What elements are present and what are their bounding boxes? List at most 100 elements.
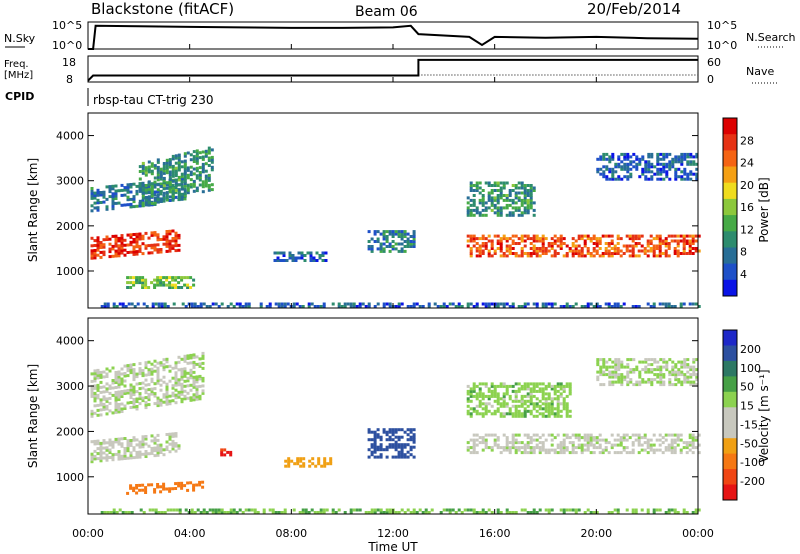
heatmap-cell	[268, 305, 272, 308]
heatmap-cell	[556, 394, 560, 398]
heatmap-cell	[496, 438, 500, 442]
heatmap-cell	[138, 247, 142, 251]
heatmap-cell	[186, 376, 190, 380]
heatmap-cell	[111, 197, 115, 201]
heatmap-cell	[677, 155, 681, 159]
heatmap-cell	[373, 305, 377, 308]
heatmap-cell	[559, 443, 563, 447]
heatmap-cell	[697, 305, 701, 308]
heatmap-cell	[126, 446, 130, 450]
heatmap-cell	[583, 443, 587, 447]
heatmap-cell	[541, 402, 545, 406]
heatmap-cell	[553, 239, 557, 243]
heatmap-cell	[180, 397, 184, 401]
heatmap-cell	[153, 185, 157, 189]
heatmap-cell	[165, 357, 169, 361]
heatmap-cell	[129, 486, 133, 490]
heatmap-cell	[445, 508, 449, 512]
heatmap-cell	[150, 390, 154, 394]
heatmap-cell	[174, 169, 178, 173]
heatmap-cell	[120, 457, 124, 461]
heatmap-cell	[505, 389, 509, 393]
heatmap-cell	[478, 252, 482, 255]
heatmap-cell	[147, 251, 151, 255]
heatmap-cell	[529, 382, 533, 386]
heatmap-cell	[138, 453, 142, 457]
heatmap-cell	[177, 183, 181, 187]
heatmap-cell	[165, 240, 169, 243]
heatmap-cell	[162, 375, 166, 379]
heatmap-cell	[198, 397, 202, 401]
heatmap-cell	[147, 395, 151, 399]
heatmap-cell	[141, 171, 145, 175]
heatmap-cell	[174, 154, 178, 158]
heatmap-cell	[508, 213, 512, 217]
heatmap-cell	[490, 412, 494, 416]
heatmap-cell	[400, 453, 404, 457]
heatmap-cell	[520, 237, 524, 241]
heatmap-cell	[268, 302, 272, 306]
heatmap-cell	[668, 160, 672, 164]
heatmap-cell	[514, 414, 518, 418]
heatmap-cell	[673, 511, 677, 514]
heatmap-cell	[562, 508, 566, 512]
heatmap-cell	[478, 181, 482, 185]
heatmap-cell	[141, 488, 145, 492]
heatmap-cell	[472, 384, 476, 388]
heatmap-cell	[96, 442, 100, 446]
heatmap-cell	[665, 175, 669, 179]
heatmap-cell	[111, 393, 115, 397]
heatmap-cell	[502, 234, 506, 238]
heatmap-cell	[646, 438, 650, 442]
heatmap-cell	[159, 278, 163, 282]
heatmap-cell	[694, 239, 698, 243]
heatmap-cell	[652, 254, 656, 258]
heatmap-cell	[490, 392, 494, 396]
heatmap-cell	[306, 251, 310, 255]
heatmap-cell	[156, 188, 160, 192]
heatmap-cell	[526, 443, 530, 447]
heatmap-cell	[138, 382, 142, 386]
heatmap-cell	[199, 305, 203, 308]
heatmap-cell	[605, 175, 609, 179]
heatmap-cell	[144, 173, 148, 177]
heatmap-cell	[156, 396, 160, 400]
colorbar-swatch	[723, 134, 737, 151]
heatmap-cell	[156, 399, 160, 403]
heatmap-cell	[331, 511, 335, 514]
heatmap-cell	[400, 235, 404, 238]
heatmap-cell	[322, 305, 326, 308]
heatmap-cell	[162, 162, 166, 165]
heatmap-cell	[132, 182, 136, 186]
heatmap-cell	[385, 455, 389, 459]
heatmap-cell	[647, 370, 651, 374]
heatmap-cell	[478, 389, 482, 393]
heatmap-cell	[517, 441, 521, 445]
heatmap-cell	[126, 401, 130, 405]
heatmap-cell	[159, 448, 163, 452]
heatmap-cell	[294, 259, 298, 262]
heatmap-cell	[529, 247, 533, 250]
heatmap-cell	[135, 232, 139, 236]
heatmap-cell	[141, 374, 145, 378]
heatmap-cell	[201, 485, 205, 489]
heatmap-cell	[487, 184, 491, 187]
heatmap-cell	[183, 359, 187, 363]
heatmap-cell	[638, 370, 642, 374]
heatmap-cell	[172, 302, 176, 306]
heatmap-cell	[484, 201, 488, 205]
heatmap-cell	[153, 180, 157, 184]
heatmap-cell	[370, 237, 374, 241]
heatmap-cell	[135, 438, 139, 442]
heatmap-cell	[631, 249, 635, 253]
heatmap-cell	[415, 511, 419, 514]
heatmap-cell	[184, 508, 188, 512]
heatmap-cell	[120, 407, 124, 411]
heatmap-cell	[111, 443, 115, 447]
heatmap-cell	[385, 433, 389, 437]
heatmap-cell	[481, 208, 485, 212]
heatmap-cell	[96, 386, 100, 390]
heatmap-cell	[656, 160, 660, 164]
heatmap-cell	[352, 302, 356, 306]
heatmap-cell	[475, 438, 479, 442]
